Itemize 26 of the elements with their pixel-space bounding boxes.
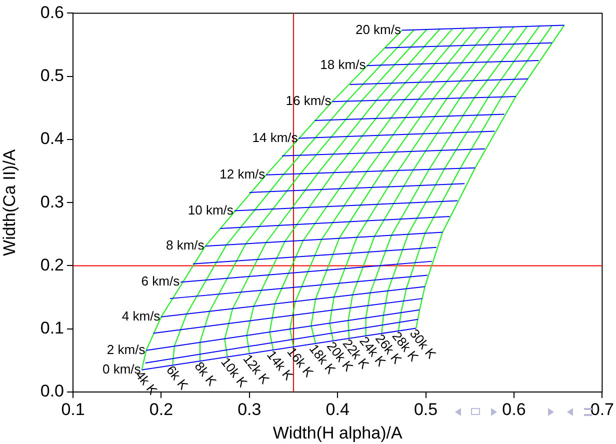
- series-label: 4 km/s: [122, 308, 161, 324]
- y-tick-label: 0.5: [40, 66, 64, 86]
- y-tick-label: 0.2: [40, 255, 64, 274]
- y-axis-title: Width(Ca II)/A: [0, 148, 19, 256]
- y-tick-label: 0.6: [40, 2, 64, 22]
- x-tick-label: 0.4: [326, 400, 350, 419]
- series-label: 12 km/s: [220, 166, 266, 182]
- series-label: 18 km/s: [320, 57, 366, 72]
- y-tick-label: 0.4: [40, 129, 64, 148]
- x-tick-label: 0.7: [590, 400, 614, 419]
- series-label: 2 km/s: [106, 342, 146, 357]
- text: 8k K: [192, 358, 220, 389]
- series-label: 8 km/s: [166, 238, 205, 253]
- x-axis-title: Width(H alpha)/A: [272, 423, 403, 442]
- x-tick-label: 0.5: [414, 400, 438, 419]
- x-tick-label: 0.2: [149, 400, 174, 419]
- y-tick-label: 0.3: [40, 192, 64, 212]
- x-tick-label: 0.1: [61, 400, 85, 419]
- x-tick-label: 0.6: [502, 400, 526, 419]
- series-label: 10 km/s: [188, 202, 234, 218]
- x-tick-label: 0.3: [238, 400, 262, 419]
- text: 6k K: [163, 362, 192, 393]
- y-tick-label: 0.1: [40, 318, 64, 338]
- y-tick-label: 0.0: [40, 382, 64, 401]
- series-label: 6 km/s: [141, 274, 180, 289]
- series-label: 20 km/s: [355, 22, 402, 37]
